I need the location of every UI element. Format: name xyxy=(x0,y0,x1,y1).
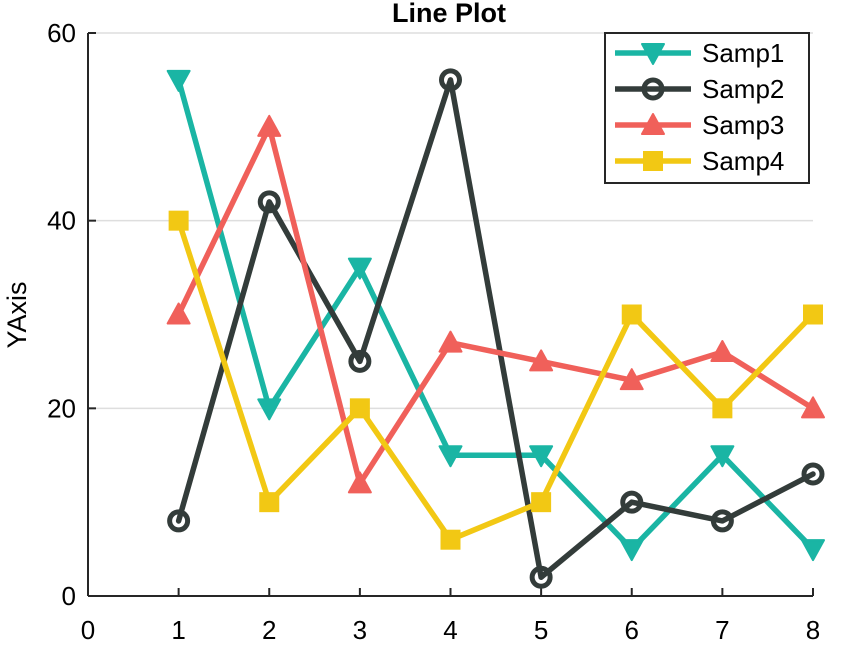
data-point xyxy=(440,529,461,550)
legend-label: Samp3 xyxy=(702,110,784,140)
data-point xyxy=(259,492,280,513)
legend-label: Samp1 xyxy=(702,38,784,68)
legend-item: Samp3 xyxy=(615,110,784,140)
legend-marker xyxy=(643,151,663,171)
x-tick-label: 7 xyxy=(715,615,729,645)
data-point xyxy=(166,302,191,325)
data-point xyxy=(347,471,372,494)
data-point xyxy=(529,349,554,372)
data-point xyxy=(801,539,825,562)
data-point xyxy=(710,340,735,363)
data-point xyxy=(167,509,191,533)
data-point xyxy=(168,210,189,231)
series-samp3 xyxy=(166,114,825,494)
series-group xyxy=(166,68,825,589)
data-point xyxy=(439,68,462,92)
data-point xyxy=(438,445,463,468)
series-samp2 xyxy=(167,68,825,589)
legend-label: Samp2 xyxy=(702,74,784,104)
data-point xyxy=(348,349,372,373)
legend-item: Samp1 xyxy=(615,38,784,68)
data-point xyxy=(620,490,644,514)
data-point xyxy=(710,445,735,468)
legend-item: Samp4 xyxy=(615,146,784,176)
chart-title: Line Plot xyxy=(392,0,506,28)
legend-item: Samp2 xyxy=(615,74,784,104)
data-point xyxy=(347,257,372,280)
x-tick-label: 3 xyxy=(353,615,367,645)
x-tick-label: 0 xyxy=(81,615,95,645)
data-point xyxy=(257,114,282,137)
data-point xyxy=(619,368,644,391)
series-line xyxy=(175,77,816,552)
x-tick-label: 8 xyxy=(806,615,820,645)
data-point xyxy=(710,509,734,533)
legend-marker xyxy=(641,113,665,135)
x-tick-label: 6 xyxy=(625,615,639,645)
data-point xyxy=(803,304,823,325)
legend-label: Samp4 xyxy=(702,146,784,176)
axes: 0 20 40 60 0 1 2 3 4 5 6 7 8 xyxy=(47,18,820,645)
legend-marker xyxy=(641,43,665,65)
y-axis-label: YAxis xyxy=(2,281,32,348)
y-tick-label: 60 xyxy=(47,18,76,48)
data-point xyxy=(349,398,370,419)
y-tick-label: 0 xyxy=(62,581,76,611)
series-samp1 xyxy=(166,69,825,562)
data-point xyxy=(621,304,642,325)
data-point xyxy=(166,69,191,92)
series-line xyxy=(175,217,816,543)
data-point xyxy=(801,462,825,486)
x-tick-label: 1 xyxy=(171,615,185,645)
y-tick-label: 20 xyxy=(47,393,76,423)
data-point xyxy=(712,398,733,419)
y-tick-label: 40 xyxy=(47,206,76,236)
series-samp4 xyxy=(168,210,823,550)
x-tick-label: 4 xyxy=(443,615,457,645)
data-point xyxy=(257,398,282,421)
legend-box xyxy=(604,32,810,184)
x-tick-label: 2 xyxy=(262,615,276,645)
data-point xyxy=(801,396,825,419)
data-point xyxy=(531,492,552,513)
x-tick-label: 5 xyxy=(534,615,548,645)
data-point xyxy=(529,445,554,468)
legend: Samp1 Samp2 Samp3 Samp4 xyxy=(604,32,810,184)
data-point xyxy=(257,190,281,214)
legend-marker xyxy=(641,77,665,101)
series-line xyxy=(175,77,816,580)
series-line xyxy=(175,124,816,487)
data-point xyxy=(619,539,644,562)
data-point xyxy=(529,565,553,589)
data-point xyxy=(438,330,463,353)
